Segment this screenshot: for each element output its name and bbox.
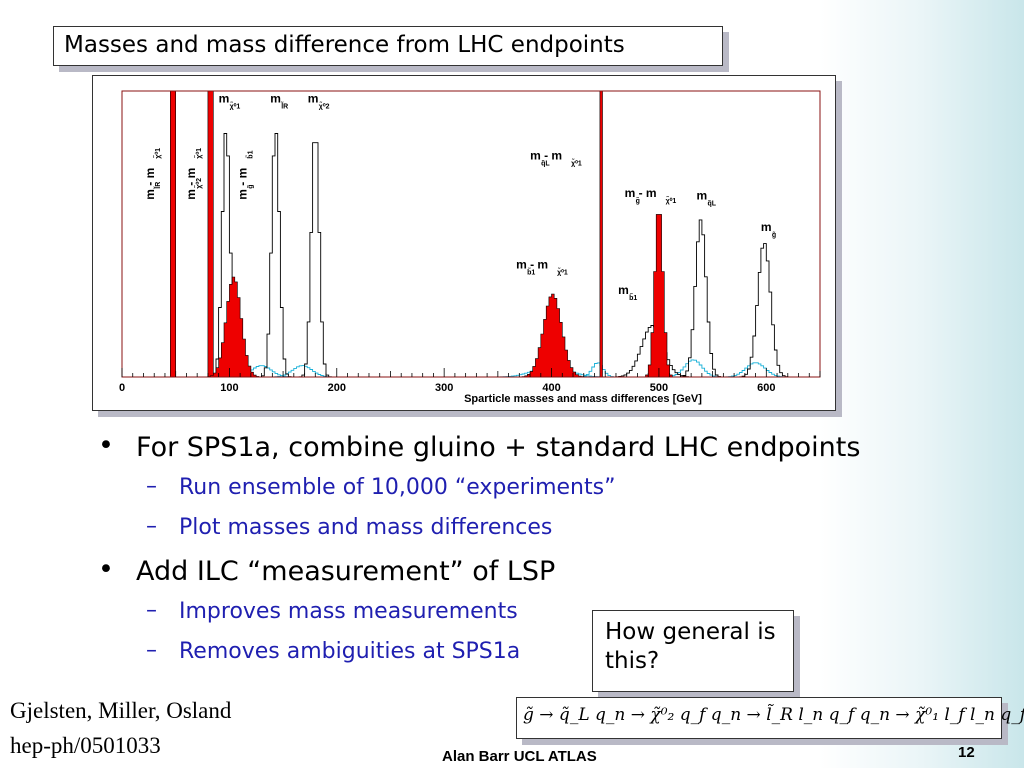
decay-chain-formula: g̃ → q̃_L q_n → χ̃⁰₂ q_f q_n → l̃_R l_n … (523, 705, 1024, 725)
series-annotation: mχ̃⁰2 (308, 91, 330, 110)
svg-text:χ̃⁰2: χ̃⁰2 (319, 102, 330, 110)
reference-authors: Gjelsten, Miller, Osland (10, 698, 232, 723)
x-axis-label: Sparticle masses and mass differences [G… (464, 393, 702, 405)
callout-box: How general is this? (592, 610, 794, 692)
sub-bullet-item: – Removes ambiguities at SPS1a (98, 638, 978, 678)
series-annotation: m - mg̃ χ̃⁰1 (625, 186, 677, 205)
bullet-item: • For SPS1a, combine gluino + standard L… (98, 430, 978, 474)
series-annotation: mχ̃⁰1 (219, 91, 241, 110)
series-annotation: m - mq̃L χ̃⁰1 (530, 149, 582, 168)
histogram-series-outline (256, 133, 294, 378)
reference-arxiv-id: hep-ph/0501033 (10, 733, 161, 758)
svg-text:χ̃⁰1: χ̃⁰1 (154, 148, 162, 159)
series-annotation: m - mb̃1 χ̃⁰1 (516, 257, 568, 276)
sub-bullet-dash: – (146, 598, 157, 623)
series-annotation: m - mχ̃⁰2 χ̃⁰1 (184, 148, 203, 200)
svg-text:χ̃⁰1: χ̃⁰1 (230, 102, 241, 110)
sub-bullet-item: – Run ensemble of 10,000 “experiments” (98, 474, 978, 514)
x-tick-label: 600 (757, 382, 775, 394)
x-tick-label: 200 (328, 382, 346, 394)
svg-text:l̃R: l̃R (280, 102, 288, 110)
bullet-text: Add ILC “measurement” of LSP (136, 556, 556, 587)
chart-panel: 0 100 200 300 400 500 600 m - m l̃R χ̃⁰1 m - m χ̃⁰… (92, 75, 836, 411)
svg-text:m: m (697, 189, 708, 203)
svg-text:χ̃⁰1: χ̃⁰1 (666, 197, 677, 205)
series-annotation: mb̃1 (618, 283, 637, 302)
svg-text:χ̃⁰1: χ̃⁰1 (557, 268, 568, 276)
x-tick-label: 100 (220, 382, 238, 394)
svg-text:m - m: m - m (184, 168, 198, 200)
x-tick-label: 500 (650, 382, 668, 394)
histogram-series-outline (605, 325, 700, 378)
svg-text:m - m: m - m (516, 257, 548, 271)
svg-text:g̃: g̃ (772, 232, 776, 239)
svg-text:m - m: m - m (625, 186, 657, 200)
plot-frame (121, 90, 821, 378)
sub-bullet-item: – Plot masses and mass differences (98, 514, 978, 554)
series-annotation: mq̃L (697, 189, 717, 208)
svg-text:m - m: m - m (143, 168, 157, 200)
svg-text:m: m (270, 91, 281, 105)
series-annotation: ml̃R (270, 91, 288, 110)
sub-bullet-text: Run ensemble of 10,000 “experiments” (179, 475, 616, 500)
sub-bullet-text: Improves mass measurements (179, 599, 518, 624)
decay-chain-formula-box: g̃ → q̃_L q_n → χ̃⁰₂ q_f q_n → l̃_R l_n … (516, 697, 1024, 739)
histogram-series-outline (675, 219, 726, 378)
svg-text:m - m: m - m (236, 168, 250, 200)
footer-author: Alan Barr UCL ATLAS (442, 748, 597, 765)
svg-text:χ̃⁰1: χ̃⁰1 (195, 148, 203, 159)
slide-title-box: Masses and mass difference from LHC endp… (53, 26, 723, 66)
svg-text:q̃L: q̃L (541, 161, 550, 168)
svg-text:m: m (219, 91, 230, 105)
histogram-chart: 0 100 200 300 400 500 600 m - ml̃Rχ̃⁰1m - mχ̃⁰… (119, 90, 821, 405)
svg-text:l̃R: l̃R (154, 182, 162, 190)
x-tick-label: 400 (542, 382, 560, 394)
svg-text:b̃1: b̃1 (247, 150, 255, 158)
svg-text:g̃: g̃ (248, 184, 255, 188)
series-annotation: m - ml̃R χ̃⁰1 (143, 148, 162, 200)
histogram-series-outline (734, 243, 794, 378)
series-annotation: m - mg̃ b̃1 (236, 150, 255, 199)
x-tick-label: 0 (119, 382, 125, 394)
sub-bullet-dash: – (146, 638, 157, 663)
bullet-dot: • (98, 554, 114, 585)
bullet-item: • Add ILC “measurement” of LSP (98, 554, 978, 598)
series-annotation: mg̃ (761, 220, 776, 239)
histogram-series-red (591, 90, 611, 378)
svg-text:χ̃⁰1: χ̃⁰1 (571, 160, 582, 168)
sub-bullet-dash: – (146, 474, 157, 499)
bullet-text: For SPS1a, combine gluino + standard LHC… (136, 432, 861, 463)
page-number: 12 (958, 744, 975, 761)
svg-text:χ̃⁰2: χ̃⁰2 (195, 178, 203, 189)
svg-text:q̃L: q̃L (707, 201, 716, 208)
bullet-list: • For SPS1a, combine gluino + standard L… (98, 430, 978, 678)
sub-bullet-text: Removes ambiguities at SPS1a (179, 639, 521, 664)
histogram-series-outline (296, 142, 335, 378)
histogram-series-red (511, 293, 592, 378)
svg-text:m: m (308, 91, 319, 105)
histogram-series-red (205, 90, 216, 378)
x-tick-label: 300 (435, 382, 453, 394)
slide-title: Masses and mass difference from LHC endp… (64, 32, 625, 58)
sub-bullet-dash: – (146, 514, 157, 539)
svg-text:m: m (761, 220, 772, 234)
sub-bullet-item: – Improves mass measurements (98, 598, 978, 638)
svg-text:b̃1: b̃1 (527, 268, 535, 276)
histogram-series-red (167, 90, 179, 378)
svg-text:m: m (618, 283, 629, 297)
callout-text: How general is this? (605, 619, 776, 674)
svg-text:b̃1: b̃1 (629, 294, 637, 302)
histogram-series-red (199, 276, 267, 378)
svg-text:m - m: m - m (530, 149, 562, 163)
svg-text:g̃: g̃ (636, 198, 640, 205)
histogram-series-red (637, 214, 681, 378)
sub-bullet-text: Plot masses and mass differences (179, 515, 553, 540)
bullet-dot: • (98, 430, 114, 461)
